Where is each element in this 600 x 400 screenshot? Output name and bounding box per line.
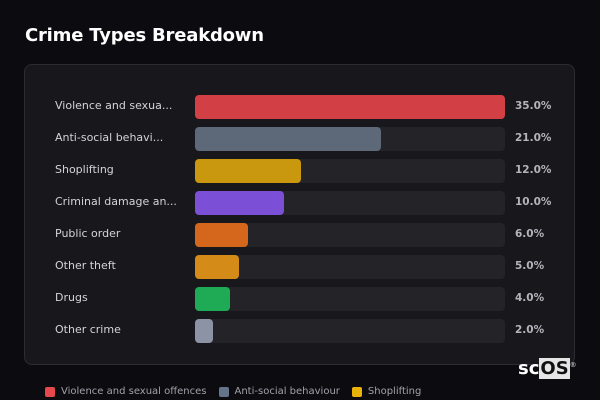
registered-mark: ® [569, 361, 577, 369]
legend-item[interactable]: Anti-social behaviour [218, 386, 340, 397]
legend-label: Anti-social behaviour [234, 386, 340, 397]
bar-fill[interactable] [195, 319, 213, 343]
legend: Violence and sexual offences Anti-social … [45, 386, 421, 397]
bar-fill[interactable] [195, 127, 381, 151]
bar-track [195, 159, 505, 183]
bar-label: Shoplifting [55, 163, 114, 176]
bar-label: Violence and sexua... [55, 99, 173, 112]
page-title: Crime Types Breakdown [25, 25, 264, 46]
bar-track [195, 319, 505, 343]
bar-fill[interactable] [195, 159, 302, 183]
bar-label: Other theft [55, 259, 116, 272]
bar-fill[interactable] [195, 223, 249, 247]
bar-row[interactable]: Other crime 2.0% [25, 319, 574, 343]
bar-value: 35.0% [515, 100, 552, 112]
legend-swatch [351, 386, 362, 397]
bar-value: 6.0% [515, 228, 545, 240]
bar-value: 4.0% [515, 292, 545, 304]
bar-label: Other crime [55, 323, 121, 336]
bar-row[interactable]: Public order 6.0% [25, 223, 574, 247]
bar-track [195, 127, 505, 151]
bar-row[interactable]: Anti-social behavi... 21.0% [25, 127, 574, 151]
legend-label: Violence and sexual offences [61, 386, 207, 397]
legend-label: Shoplifting [367, 386, 422, 397]
bar-track [195, 223, 505, 247]
bar-label: Anti-social behavi... [55, 131, 164, 144]
bar-row[interactable]: Other theft 5.0% [25, 255, 574, 279]
legend-item[interactable]: Shoplifting [351, 386, 422, 397]
bar-fill[interactable] [195, 287, 231, 311]
bar-row[interactable]: Drugs 4.0% [25, 287, 574, 311]
bar-value: 5.0% [515, 260, 545, 272]
bar-track [195, 255, 505, 279]
bar-value: 10.0% [515, 196, 552, 208]
bar-row[interactable]: Criminal damage an... 10.0% [25, 191, 574, 215]
logo-prefix: sc [518, 358, 540, 379]
chart-card: Violence and sexua... 35.0% Anti-social b… [24, 64, 575, 365]
bar-value: 2.0% [515, 324, 545, 336]
bar-label: Drugs [55, 291, 88, 304]
bar-track [195, 287, 505, 311]
bar-fill[interactable] [195, 95, 505, 119]
bar-label: Criminal damage an... [55, 195, 177, 208]
bar-row[interactable]: Violence and sexua... 35.0% [25, 95, 574, 119]
legend-swatch [218, 386, 229, 397]
bar-fill[interactable] [195, 191, 284, 215]
bar-track [195, 191, 505, 215]
brand-logo: scOS® [518, 358, 577, 379]
bar-fill[interactable] [195, 255, 240, 279]
bar-track [195, 95, 505, 119]
legend-swatch [45, 386, 55, 397]
legend-item[interactable]: Violence and sexual offences [45, 386, 207, 397]
bar-value: 21.0% [515, 132, 552, 144]
bar-value: 12.0% [515, 164, 552, 176]
bar-row[interactable]: Shoplifting 12.0% [25, 159, 574, 183]
logo-boxed: OS [539, 358, 570, 379]
bar-label: Public order [55, 227, 121, 240]
